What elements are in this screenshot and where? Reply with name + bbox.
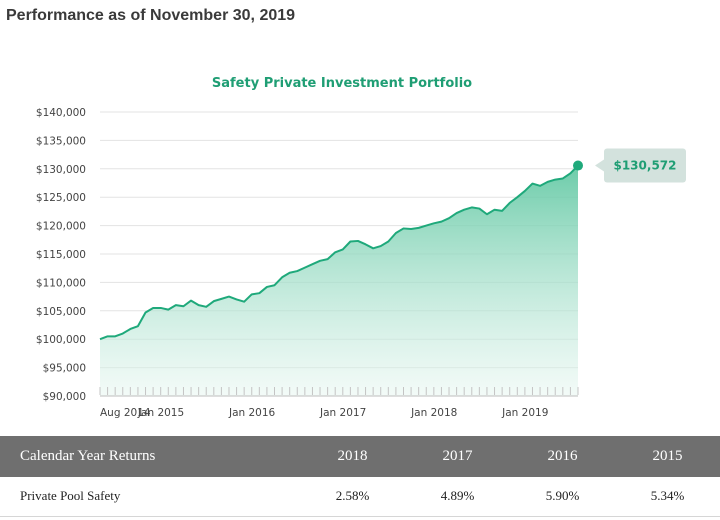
table-header-year: 2017 bbox=[442, 448, 473, 464]
y-axis: $90,000 $95,000 $100,000 $105,000 $110,000 $1… bbox=[36, 107, 86, 403]
series-line bbox=[99, 164, 579, 341]
table-header-label: Calendar Year Returns bbox=[20, 448, 156, 464]
x-tick-label: Jan 2019 bbox=[501, 407, 548, 419]
area-layer bbox=[99, 164, 579, 396]
callout-box bbox=[604, 148, 686, 183]
table-header-row: Calendar Year Returns 2018 2017 2016 201… bbox=[0, 436, 720, 477]
portfolio-chart: Safety Private Investment Portfolio $90,… bbox=[36, 76, 686, 419]
y-tick-label: $140,000 bbox=[36, 107, 86, 119]
y-tick-label: $115,000 bbox=[36, 249, 86, 261]
calendar-year-returns-table: Calendar Year Returns 2018 2017 2016 201… bbox=[0, 436, 720, 517]
y-tick-label: $125,000 bbox=[36, 192, 86, 204]
callout-layer: $130,572 bbox=[573, 148, 686, 183]
y-tick-label: $100,000 bbox=[36, 334, 86, 346]
callout-value: $130,572 bbox=[613, 159, 676, 173]
callout-pointer bbox=[595, 159, 604, 172]
x-tick-label: Aug 2014 bbox=[100, 407, 151, 419]
table-header-year: 2016 bbox=[547, 448, 578, 464]
return-value: 2.58% bbox=[335, 488, 370, 504]
y-tick-label: $95,000 bbox=[43, 363, 86, 375]
area-fill bbox=[100, 165, 578, 396]
row-label: Private Pool Safety bbox=[20, 488, 121, 504]
x-tick-label: Jan 2018 bbox=[410, 407, 457, 419]
table-row: Private Pool Safety 2.58% 4.89% 5.90% 5.… bbox=[0, 477, 720, 516]
y-tick-label: $130,000 bbox=[36, 164, 86, 176]
chart-title: Safety Private Investment Portfolio bbox=[212, 76, 472, 91]
y-tick-label: $110,000 bbox=[36, 277, 86, 289]
return-value: 5.90% bbox=[545, 488, 580, 504]
y-tick-label: $105,000 bbox=[36, 306, 86, 318]
return-value: 4.89% bbox=[440, 488, 475, 504]
x-tick-label: Jan 2016 bbox=[228, 407, 276, 419]
y-tick-label: $120,000 bbox=[36, 221, 86, 233]
x-tick-label: Jan 2017 bbox=[319, 407, 366, 419]
return-value: 5.34% bbox=[650, 488, 685, 504]
x-tick-label: Jan 2015 bbox=[137, 407, 184, 419]
page-heading: Performance as of November 30, 2019 bbox=[6, 7, 296, 24]
table-header-year: 2015 bbox=[652, 448, 683, 464]
y-tick-label: $90,000 bbox=[43, 391, 86, 403]
y-tick-label: $135,000 bbox=[36, 135, 86, 147]
latest-value-dot bbox=[573, 160, 583, 171]
table-header-year: 2018 bbox=[337, 448, 368, 464]
